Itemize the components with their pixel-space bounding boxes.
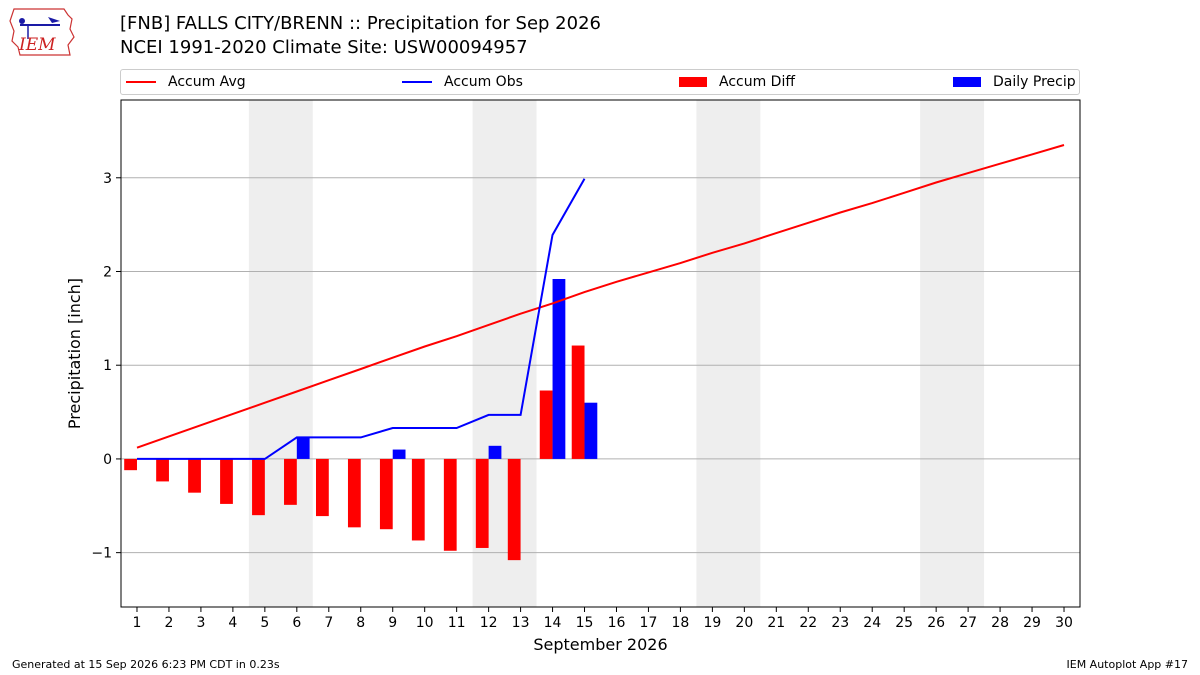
line-accum-obs: [137, 178, 586, 460]
x-axis-label: September 2026: [533, 635, 667, 654]
x-tick-label-28: 28: [991, 615, 1009, 631]
legend: Accum Avg Accum Obs Accum Diff Daily Pre…: [120, 69, 1080, 95]
legend-item-accum-diff: Accum Diff: [679, 70, 795, 94]
x-tick-label-26: 26: [927, 615, 945, 631]
x-tick-label-12: 12: [480, 615, 498, 631]
y-axis-label: Precipitation [inch]: [65, 278, 84, 429]
x-tick-label-27: 27: [959, 615, 977, 631]
bar-accum-diff-day-3: [188, 458, 201, 493]
x-tick-label-8: 8: [356, 615, 365, 631]
bar-accum-diff-day-14: [539, 390, 553, 459]
weekend-band-4: [920, 100, 985, 607]
x-tick-label-17: 17: [640, 615, 658, 631]
x-tick-label-10: 10: [416, 615, 434, 631]
legend-swatch-accum-diff: [679, 77, 707, 87]
y-tick-label-2: 2: [103, 264, 112, 280]
line-accum-avg: [136, 144, 1065, 449]
x-tick-label-5: 5: [260, 615, 269, 631]
bar-accum-diff-day-9: [379, 458, 393, 530]
x-tick-label-29: 29: [1023, 615, 1041, 631]
bar-daily-precip-day-9: [392, 449, 406, 459]
x-tick-label-11: 11: [448, 615, 466, 631]
weekend-band-1: [248, 100, 313, 607]
bar-daily-precip-day-15: [584, 402, 598, 459]
x-tick-label-19: 19: [703, 615, 721, 631]
x-tick-label-7: 7: [324, 615, 333, 631]
legend-label-accum-obs: Accum Obs: [444, 74, 523, 90]
bar-daily-precip-day-14: [552, 278, 566, 459]
x-tick-label-15: 15: [576, 615, 594, 631]
x-tick-label-6: 6: [292, 615, 301, 631]
bar-accum-diff-day-11: [443, 458, 457, 551]
x-tick-label-30: 30: [1055, 615, 1073, 631]
legend-item-accum-avg: Accum Avg: [126, 70, 246, 94]
y-tick-label--1: −1: [91, 546, 112, 562]
x-tick-label-14: 14: [544, 615, 562, 631]
x-tick-label-20: 20: [735, 615, 753, 631]
x-tick-label-1: 1: [133, 615, 142, 631]
bar-accum-diff-day-15: [571, 345, 585, 459]
legend-item-daily-precip: Daily Precip: [953, 70, 1076, 94]
bar-daily-precip-day-6: [296, 437, 310, 459]
bar-accum-diff-day-2: [156, 458, 169, 482]
bar-accum-diff-day-10: [411, 458, 425, 541]
legend-swatch-daily-precip: [953, 77, 981, 87]
logo-text: IEM: [18, 35, 56, 55]
bar-accum-diff-day-6: [284, 458, 297, 505]
x-tick-label-18: 18: [672, 615, 690, 631]
x-tick-label-3: 3: [196, 615, 205, 631]
legend-label-accum-diff: Accum Diff: [719, 74, 796, 90]
legend-item-accum-obs: Accum Obs: [402, 70, 523, 94]
legend-label-daily-precip: Daily Precip: [993, 74, 1076, 90]
legend-swatch-accum-obs: [402, 81, 432, 83]
y-tick-label-1: 1: [103, 358, 112, 374]
bar-daily-precip-day-12: [488, 445, 502, 459]
bar-accum-diff-day-13: [507, 458, 521, 561]
bar-accum-diff-day-4: [220, 458, 233, 504]
iem-logo: IEM: [9, 8, 75, 56]
x-tick-label-13: 13: [512, 615, 530, 631]
x-tick-label-23: 23: [831, 615, 849, 631]
y-tick-label-3: 3: [103, 171, 112, 187]
y-tick-label-0: 0: [103, 452, 112, 468]
chart-subtitle: NCEI 1991-2020 Climate Site: USW00094957: [120, 37, 528, 58]
x-tick-label-21: 21: [767, 615, 785, 631]
bar-accum-diff-day-8: [347, 458, 361, 528]
legend-swatch-accum-avg: [126, 81, 156, 83]
bar-accum-diff-day-5: [252, 458, 265, 516]
footer-app-id: IEM Autoplot App #17: [1066, 658, 1189, 671]
legend-label-accum-avg: Accum Avg: [168, 74, 246, 90]
x-tick-label-25: 25: [895, 615, 913, 631]
x-tick-label-9: 9: [388, 615, 397, 631]
x-tick-label-24: 24: [863, 615, 881, 631]
footer-generated-note: Generated at 15 Sep 2026 6:23 PM CDT in …: [12, 658, 280, 671]
bar-accum-diff-day-7: [315, 458, 329, 517]
bar-accum-diff-day-1: [124, 458, 137, 471]
x-tick-label-16: 16: [608, 615, 626, 631]
plot-frame: [120, 99, 1081, 608]
bar-accum-diff-day-12: [475, 458, 489, 548]
weekend-band-3: [696, 100, 761, 607]
x-tick-label-2: 2: [164, 615, 173, 631]
x-tick-label-4: 4: [228, 615, 237, 631]
chart-title: [FNB] FALLS CITY/BRENN :: Precipitation …: [120, 13, 601, 34]
x-tick-label-22: 22: [799, 615, 817, 631]
